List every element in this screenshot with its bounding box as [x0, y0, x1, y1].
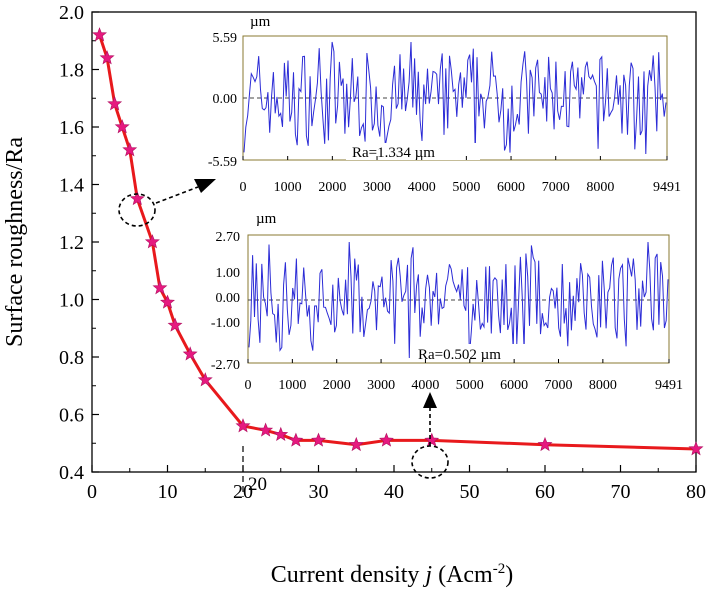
inset-x-tick-label: 8000 — [589, 378, 617, 393]
data-point-star — [348, 436, 364, 452]
y-tick-label: 2.0 — [59, 2, 84, 24]
x20-annotation: 20 — [248, 474, 267, 495]
x-tick-label: 70 — [611, 481, 631, 503]
x-axis-title-main: Current density — [271, 562, 426, 588]
y-tick-label: 0.8 — [59, 347, 84, 369]
data-point-star — [114, 119, 130, 134]
inset-x-tick-label: 3000 — [363, 180, 391, 195]
inset-top-ytick-mid: 0.00 — [213, 92, 238, 107]
data-point-star — [107, 96, 123, 111]
data-point-star — [688, 441, 704, 456]
x-axis-title: Current density j (Acm-2) — [271, 561, 513, 588]
inset-x-tick-label: 4000 — [411, 378, 439, 393]
inset-top-ytick-bottom: -5.59 — [208, 155, 237, 170]
inset-x-tick-label: 7000 — [542, 180, 570, 195]
inset-bottom-ytick-1: 1.00 — [216, 266, 241, 281]
inset-x-tick-label: 2000 — [323, 378, 351, 393]
y-tick-label: 0.4 — [59, 462, 84, 484]
data-point-star — [537, 436, 553, 452]
data-point-star — [424, 432, 440, 447]
series-markers — [92, 27, 704, 456]
inset-x-tick-label: 6000 — [497, 180, 525, 195]
highlight-circle-6 — [118, 193, 156, 227]
inset-top-unit: µm — [250, 14, 271, 30]
inset-bottom-xticks: 0 1000 2000 3000 4000 5000 6000 7000 8000 9491 — [245, 359, 683, 393]
inset-bottom-ytick-4: -2.70 — [211, 358, 240, 373]
inset-x-tick-label: 2000 — [318, 180, 346, 195]
inset-x-tick-label: 1000 — [274, 180, 302, 195]
data-point-star — [379, 432, 394, 447]
inset-top-ra-bg — [346, 143, 480, 160]
inset-x-tick-label: 5000 — [456, 378, 484, 393]
inset-top-profile — [243, 41, 667, 155]
inset-bottom-ytick-3: -1.00 — [211, 316, 240, 331]
x-tick-label: 60 — [535, 481, 555, 503]
highlight-circle-45 — [411, 445, 449, 479]
inset-bottom-ytick-0: 2.70 — [216, 230, 241, 245]
data-point-star — [129, 191, 145, 206]
inset-bottom-profile — [248, 241, 669, 359]
inset-x-tick-label: 9491 — [655, 378, 683, 393]
data-point-star — [144, 234, 160, 249]
data-point-star — [288, 432, 304, 447]
data-point-star — [235, 418, 251, 433]
x-axis-title-close: ) — [505, 562, 513, 588]
series-line-ra — [98, 34, 697, 451]
inset-top-ra-label: Ra=1.334 µm — [352, 145, 435, 161]
y-tick-label: 1.2 — [59, 232, 84, 254]
x-tick-label: 0 — [87, 481, 97, 503]
inset-x-tick-label: 7000 — [545, 378, 573, 393]
data-point-star — [311, 432, 326, 447]
x-axis-title-sup: -2 — [493, 561, 506, 577]
x-axis-title-unit: (Acm — [432, 562, 493, 588]
x-tick-label: 50 — [460, 481, 480, 503]
x-tick-label: 10 — [158, 481, 178, 503]
arrowhead-bottom-inset — [423, 392, 437, 408]
inset-x-tick-label: 6000 — [500, 378, 528, 393]
y-tick-label: 0.6 — [59, 405, 84, 427]
data-point-star — [167, 317, 183, 332]
inset-bottom-ra-bg — [414, 344, 548, 362]
inset-bottom-ytick-2: 0.00 — [216, 291, 241, 306]
inset-x-tick-label: 4000 — [408, 180, 436, 195]
inset-bottom-unit: µm — [256, 211, 277, 227]
x-tick-label: 30 — [309, 481, 329, 503]
data-point-star — [99, 50, 115, 65]
inset-x-tick-label: 9491 — [653, 180, 681, 195]
inset-x-tick-label: 1000 — [278, 378, 306, 393]
inset-x-tick-label: 0 — [240, 180, 247, 195]
data-point-star — [273, 426, 289, 441]
data-point-star — [182, 346, 198, 361]
arrow-to-top-inset — [155, 186, 199, 204]
data-point-star — [122, 142, 138, 157]
y-tick-label: 1.8 — [59, 60, 84, 82]
data-point-star — [258, 422, 274, 437]
data-point-star — [92, 27, 108, 42]
inset-x-tick-label: 3000 — [367, 378, 395, 393]
inset-bottom-ra-label: Ra=0.502 µm — [418, 347, 501, 363]
y-axis-title: Surface roughness/Ra — [2, 137, 28, 347]
inset-top-xticks: 0 1000 2000 3000 4000 5000 6000 7000 8000 9491 — [240, 156, 681, 195]
inset-x-tick-label: 5000 — [452, 180, 480, 195]
y-tick-label: 1.6 — [59, 117, 84, 139]
y-tick-label: 1.4 — [59, 175, 84, 197]
data-point-star — [197, 372, 213, 387]
inset-top: µm 5.59 0.00 -5.59 Ra=1.334 µm 0 1000 2000… — [208, 14, 681, 195]
data-point-star — [160, 294, 175, 309]
arrowhead-top-inset — [194, 179, 216, 193]
x-tick-label: 80 — [686, 481, 706, 503]
x-tick-label: 40 — [384, 481, 404, 503]
x-axis-title-var: j — [422, 562, 432, 588]
inset-bottom: µm 2.70 1.00 0.00 -1.00 -2.70 Ra=0.502 µ… — [211, 211, 683, 393]
inset-bottom-frame — [247, 234, 670, 364]
data-point-star — [152, 280, 168, 295]
y-tick-label: 1.0 — [59, 290, 84, 312]
inset-x-tick-label: 8000 — [586, 180, 614, 195]
inset-x-tick-label: 0 — [245, 378, 252, 393]
main-axes-ticks: 0 10 20 30 40 50 60 70 80 0.4 0.6 0.8 1.0 1.2 1.4 1.6 1.… — [59, 2, 706, 503]
inset-top-ytick-top: 5.59 — [213, 31, 238, 46]
